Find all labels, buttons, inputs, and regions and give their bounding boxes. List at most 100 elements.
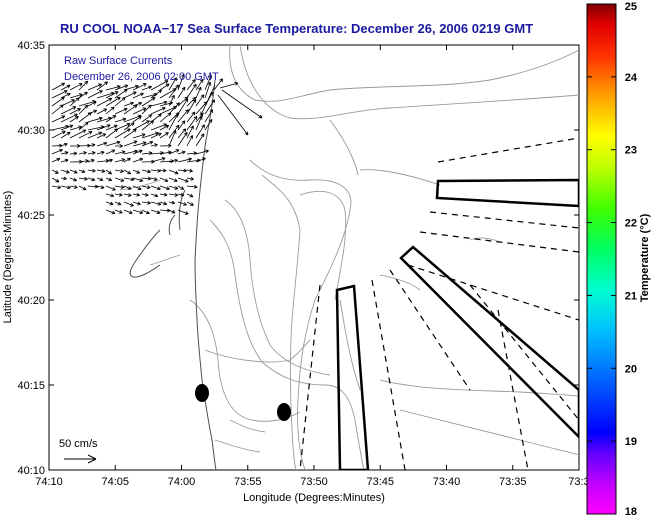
current-vector	[177, 73, 185, 91]
current-vector	[114, 128, 131, 139]
y-axis-ticks: 40:35 40:30 40:25 40:20 40:15 40:10	[17, 40, 579, 477]
current-vector	[186, 151, 197, 156]
current-vector	[217, 94, 249, 136]
x-tick-label: 73:3	[568, 476, 589, 488]
x-tick-label: 74:10	[35, 476, 63, 488]
current-vector	[87, 109, 98, 115]
current-vector	[132, 92, 144, 99]
overlay-label-line2: December 26, 2006 02:00 GMT	[64, 71, 219, 83]
current-vector	[141, 176, 152, 181]
current-vector	[105, 91, 119, 99]
current-vector	[221, 89, 263, 119]
colorbar-label: Temperature (°C)	[639, 213, 651, 302]
current-vector	[60, 124, 74, 131]
current-vector	[105, 201, 114, 206]
x-tick-label: 73:55	[234, 476, 262, 488]
current-vector	[105, 193, 115, 198]
current-vector	[105, 209, 116, 215]
current-vector	[78, 159, 89, 163]
current-vector	[60, 106, 77, 115]
current-vector	[159, 192, 168, 197]
study-area-north	[435, 178, 579, 208]
current-vector	[105, 124, 118, 131]
current-vector	[96, 124, 111, 131]
current-vector	[186, 115, 198, 131]
current-vector	[87, 143, 96, 148]
x-tick-label: 74:00	[168, 476, 196, 488]
current-vector	[123, 91, 137, 99]
current-vector	[123, 140, 138, 147]
current-vector	[141, 140, 154, 147]
current-vector	[213, 78, 224, 91]
current-vector	[69, 97, 80, 107]
current-vector	[69, 151, 78, 156]
current-vector	[141, 120, 155, 131]
colorbar-tick-label: 18	[625, 506, 637, 518]
current-vector	[132, 149, 143, 155]
current-vector	[123, 209, 133, 214]
current-vector	[51, 169, 59, 174]
current-vector	[96, 177, 104, 182]
current-vector	[159, 168, 167, 173]
current-vector	[132, 209, 144, 215]
study-area-east	[399, 245, 579, 439]
current-vector	[186, 83, 197, 99]
current-vector	[87, 90, 103, 99]
current-vector	[186, 99, 197, 115]
current-vector	[186, 201, 194, 206]
current-vector	[114, 209, 123, 214]
current-vector	[96, 141, 108, 147]
current-vector	[150, 143, 158, 148]
current-vector	[168, 169, 179, 175]
current-vector	[177, 109, 189, 123]
current-vector	[168, 200, 176, 205]
current-vector	[123, 185, 132, 190]
buoy-marker-2[interactable]	[277, 403, 291, 421]
current-vector	[60, 142, 68, 147]
current-vector	[96, 133, 107, 139]
current-vector	[177, 185, 185, 190]
current-vector	[186, 168, 193, 173]
current-vector	[123, 104, 138, 115]
current-vector	[69, 125, 83, 131]
current-vector	[150, 107, 166, 115]
x-tick-label: 74:05	[101, 476, 129, 488]
current-vector	[87, 177, 96, 182]
current-vector	[51, 115, 66, 123]
current-vector	[141, 192, 149, 197]
current-vector	[69, 169, 78, 174]
colorbar-tick-label: 19	[625, 436, 637, 448]
current-vector	[123, 169, 132, 175]
current-vector	[168, 102, 180, 115]
current-vector	[177, 168, 187, 173]
current-vector	[177, 177, 189, 183]
scale-arrow	[64, 454, 97, 464]
current-vector	[177, 86, 186, 99]
colorbar-tick-label: 20	[625, 363, 637, 375]
current-vector	[141, 97, 156, 107]
current-vector	[150, 80, 169, 91]
current-vector	[186, 176, 194, 181]
current-vector	[114, 107, 128, 115]
current-vector	[132, 141, 147, 147]
current-vector	[141, 185, 151, 190]
current-vector	[168, 192, 179, 197]
current-vector	[168, 77, 177, 91]
current-vector	[78, 112, 92, 123]
current-vector	[132, 107, 147, 115]
current-vector	[195, 124, 205, 139]
current-vector	[105, 96, 121, 107]
current-vector	[69, 185, 78, 189]
current-vector	[168, 94, 175, 107]
buoy-marker-1[interactable]	[195, 384, 209, 402]
x-axis-ticks: 74:10 74:05 74:00 73:55 73:50 73:45 73:40 73:35…	[35, 45, 590, 488]
current-vector	[159, 177, 169, 182]
current-vector	[114, 84, 129, 91]
current-vector	[150, 177, 158, 181]
current-vector	[114, 150, 126, 155]
y-tick-label: 40:10	[17, 465, 45, 477]
current-vector	[132, 177, 144, 182]
current-vector	[105, 128, 118, 139]
current-vector	[186, 193, 194, 198]
current-vector	[51, 185, 62, 190]
